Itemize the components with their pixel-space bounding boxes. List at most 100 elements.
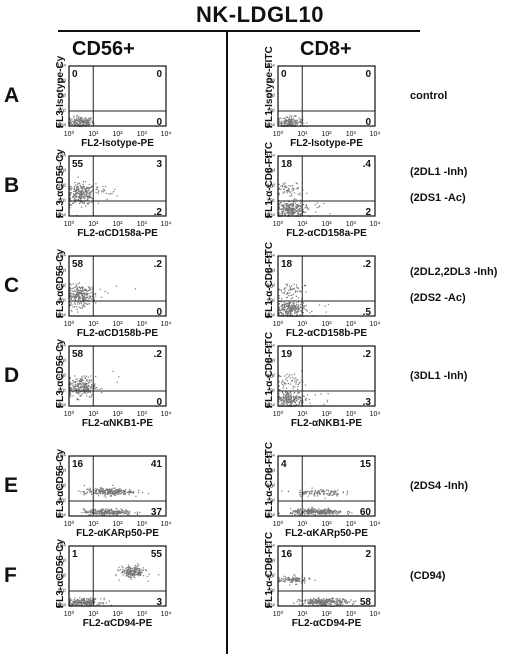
event-point — [306, 309, 308, 311]
event-point — [279, 308, 281, 310]
event-point — [284, 287, 286, 289]
event-point — [302, 211, 304, 214]
event-point — [291, 119, 293, 121]
event-point — [79, 379, 81, 382]
event-point — [289, 195, 291, 197]
event-point — [287, 302, 290, 304]
event-point — [294, 578, 296, 581]
event-point — [129, 511, 131, 513]
event-point — [114, 487, 116, 489]
y-axis-label-e-cd56: FL3-αCD56-Cy — [55, 449, 66, 518]
event-point — [281, 305, 283, 307]
event-point — [87, 512, 89, 514]
event-point — [78, 384, 80, 386]
event-point — [86, 602, 89, 604]
event-point — [325, 600, 327, 602]
event-point — [98, 495, 100, 497]
event-point — [285, 309, 287, 311]
event-point — [84, 377, 86, 379]
event-point — [282, 398, 284, 400]
event-point — [288, 295, 290, 297]
event-point — [288, 579, 290, 581]
event-point — [281, 399, 283, 401]
event-point — [136, 571, 138, 573]
event-point — [278, 183, 280, 185]
event-point — [292, 189, 295, 191]
event-point — [299, 600, 301, 602]
event-point — [303, 284, 306, 286]
event-point — [302, 210, 304, 212]
event-point — [126, 567, 128, 569]
event-point — [76, 294, 78, 296]
event-point — [297, 512, 299, 514]
event-point — [77, 186, 79, 188]
event-point — [71, 599, 73, 601]
event-point — [291, 374, 293, 376]
column-divider — [226, 30, 228, 654]
event-point — [105, 496, 107, 498]
event-point — [90, 597, 92, 599]
event-point — [80, 385, 82, 388]
event-point — [278, 206, 280, 208]
plot-frame — [68, 455, 167, 517]
event-point — [105, 512, 107, 514]
event-point — [71, 290, 73, 292]
event-point — [297, 187, 299, 189]
event-point — [118, 488, 120, 490]
event-point — [291, 207, 293, 209]
event-point — [279, 578, 281, 580]
event-point — [69, 599, 71, 601]
event-point — [300, 205, 302, 207]
x-tick-label: 10³ — [137, 411, 148, 418]
event-point — [75, 392, 77, 394]
event-point — [107, 292, 109, 294]
quadrant-label-upper-left: 1 — [72, 549, 78, 560]
event-point — [70, 296, 72, 298]
event-point — [74, 380, 76, 383]
event-point — [292, 214, 294, 216]
event-point — [290, 391, 292, 393]
event-point — [281, 312, 283, 314]
event-point — [89, 191, 91, 193]
event-point — [69, 197, 71, 199]
event-point — [91, 509, 93, 511]
event-point — [91, 120, 93, 122]
event-point — [127, 564, 129, 566]
event-point — [72, 603, 74, 605]
event-point — [299, 396, 301, 398]
event-point — [299, 396, 301, 398]
event-point — [319, 493, 322, 495]
event-point — [82, 299, 84, 301]
event-point — [349, 511, 351, 513]
event-point — [291, 307, 293, 309]
event-point — [142, 575, 145, 577]
event-point — [278, 123, 280, 125]
event-point — [300, 301, 303, 303]
event-point — [134, 572, 136, 574]
event-point — [336, 511, 338, 513]
event-point — [80, 378, 82, 380]
event-point — [327, 494, 329, 496]
event-point — [80, 289, 82, 292]
x-tick-label: 10⁰ — [273, 410, 284, 418]
event-point — [85, 386, 87, 388]
event-point — [129, 574, 132, 576]
event-point — [300, 303, 302, 305]
event-point — [295, 210, 297, 212]
event-point — [295, 404, 297, 406]
plot-frame — [68, 545, 167, 607]
event-point — [78, 301, 80, 303]
event-point — [349, 601, 351, 603]
event-point — [287, 290, 290, 292]
x-axis-label-b-cd56: FL2-αCD158a-PE — [77, 228, 158, 239]
event-point — [287, 208, 289, 210]
event-point — [78, 295, 80, 297]
event-point — [290, 400, 292, 402]
event-point — [287, 305, 289, 307]
event-point — [309, 600, 312, 602]
event-point — [327, 508, 329, 511]
y-tick-label: 10⁴ — [266, 153, 275, 160]
row-letter-e: E — [4, 474, 19, 497]
event-point — [287, 118, 290, 121]
